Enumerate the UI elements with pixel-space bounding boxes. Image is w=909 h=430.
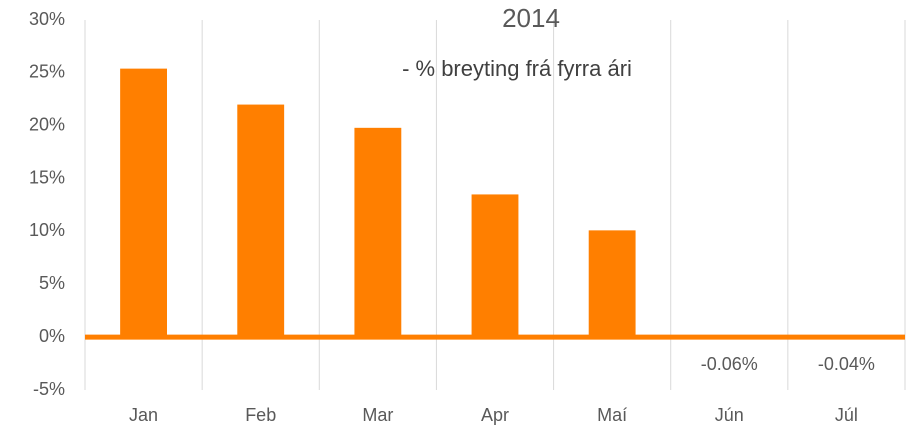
x-tick-label: Jún — [715, 405, 744, 425]
bar — [471, 194, 519, 338]
x-tick-label: Mar — [362, 405, 393, 425]
y-tick-label: 10% — [29, 220, 65, 240]
bar — [588, 230, 636, 338]
y-tick-label: 25% — [29, 62, 65, 82]
x-tick-label: Jan — [129, 405, 158, 425]
y-tick-label: 15% — [29, 167, 65, 187]
y-tick-label: -5% — [33, 379, 65, 399]
x-tick-label: Feb — [245, 405, 276, 425]
chart-title: 2014 — [502, 3, 560, 33]
bar — [120, 68, 167, 338]
data-label: -0.06% — [701, 354, 758, 374]
bar — [237, 104, 285, 338]
x-tick-label: Júl — [835, 405, 858, 425]
y-tick-label: 30% — [29, 9, 65, 29]
x-tick-label: Apr — [481, 405, 509, 425]
x-tick-label: Maí — [597, 405, 627, 425]
chart-subtitle: - % breyting frá fyrra ári — [402, 56, 632, 81]
y-tick-label: 0% — [39, 326, 65, 346]
y-tick-label: 20% — [29, 114, 65, 134]
data-label: -0.04% — [818, 354, 875, 374]
bar — [354, 127, 402, 338]
y-tick-label: 5% — [39, 273, 65, 293]
